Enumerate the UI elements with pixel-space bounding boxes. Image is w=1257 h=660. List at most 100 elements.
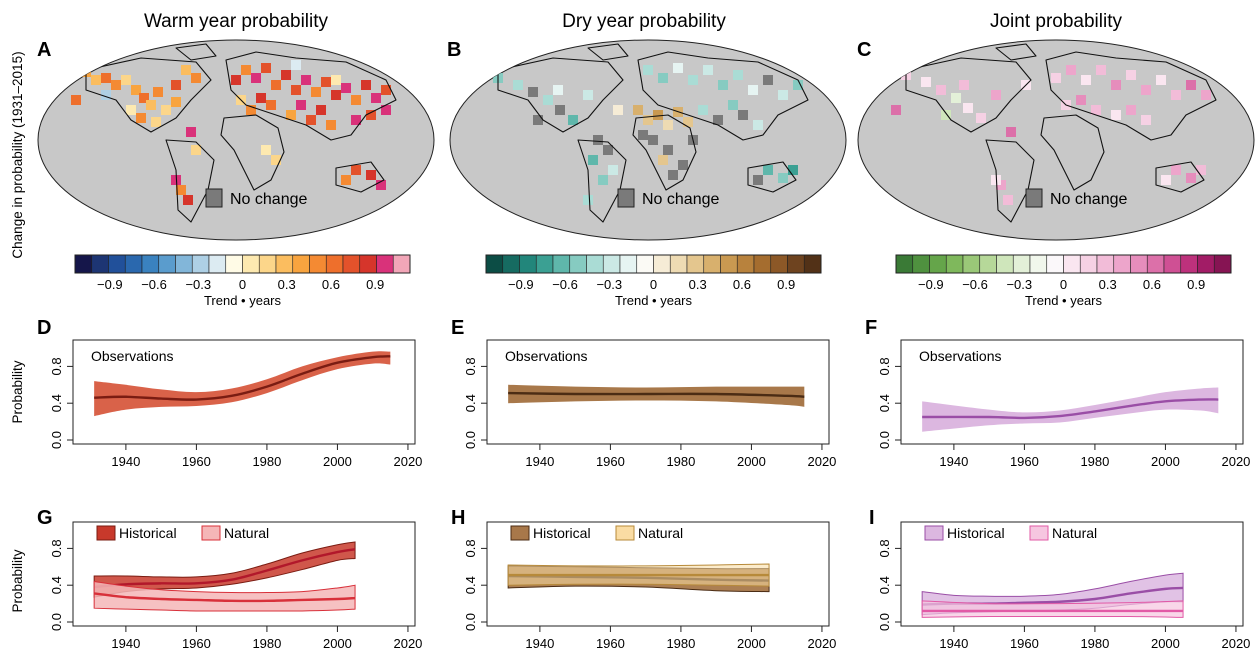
x-tick-label: 2020 — [393, 454, 422, 469]
map-cell — [663, 145, 673, 155]
map-cell — [533, 115, 543, 125]
x-tick-label: 2020 — [393, 636, 422, 651]
map-cell — [1196, 165, 1206, 175]
panel-e: 1940 1960 1980 2000 2020 0.0 0.4 0.8 Observation… — [463, 339, 836, 469]
continent-outline — [85, 57, 212, 133]
map-cell — [296, 100, 306, 110]
colorbar-tick-label: 0.9 — [777, 277, 795, 292]
series-line-observations — [94, 355, 391, 401]
colorbar-tick-label: −0.6 — [141, 277, 167, 292]
map-cell — [131, 85, 141, 95]
colorbar-swatch — [91, 254, 109, 274]
colorbar-swatch — [1029, 254, 1048, 274]
x-tick-label: 2020 — [807, 636, 836, 651]
colorbar-swatch — [1180, 254, 1198, 274]
map-cell — [638, 130, 648, 140]
no-change-label: No change — [642, 191, 719, 208]
no-change-swatch — [1025, 188, 1043, 208]
legend-swatch-natural — [615, 525, 635, 541]
map-content — [493, 43, 809, 223]
y-tick-label: 0.4 — [877, 394, 892, 412]
panel-letter-i: I — [869, 507, 875, 529]
map-cell — [583, 90, 593, 100]
legend-label-natural: Natural — [1052, 525, 1097, 541]
map-cell — [598, 175, 608, 185]
colorbar-swatch — [392, 254, 411, 274]
x-tick-label: 2000 — [323, 454, 352, 469]
legend-swatch-historical — [96, 525, 116, 541]
map-cell — [1141, 85, 1151, 95]
map-cell — [311, 87, 321, 97]
colorbar-swatch — [158, 254, 176, 274]
map-dry: No change — [449, 39, 847, 241]
continent-outline — [632, 114, 697, 191]
continent-outline — [995, 43, 1037, 61]
map-cell — [543, 95, 553, 105]
continent-outline — [1155, 161, 1205, 193]
map-cell — [139, 93, 149, 103]
colorbar-swatch — [619, 254, 638, 274]
map-cell — [101, 73, 111, 83]
colorbar-tick-label: 0 — [1060, 277, 1067, 292]
x-tick-label: 1940 — [939, 454, 968, 469]
colorbar-swatch — [803, 254, 822, 274]
line-panels: 1940 1960 1980 2000 2020 0.0 0.4 0.8 Observation… — [49, 339, 1250, 651]
continent-outline — [1040, 114, 1105, 191]
map-cell — [648, 135, 658, 145]
no-change-swatch — [205, 188, 223, 208]
colorbar-swatch — [242, 254, 260, 274]
colorbar-swatch — [1079, 254, 1098, 274]
panel-g: 1940 1960 1980 2000 2020 0.0 0.4 0.8 Historical N… — [49, 521, 422, 651]
colorbar-tick-label: 0.3 — [689, 277, 707, 292]
colorbar-tick-label: 0.3 — [278, 277, 296, 292]
map-cell — [191, 145, 201, 155]
map-cell — [126, 105, 136, 115]
panel-d: 1940 1960 1980 2000 2020 0.0 0.4 0.8 Observation… — [49, 339, 422, 469]
colorbar-swatch — [552, 254, 571, 274]
y-tick-label: 0.8 — [49, 539, 64, 557]
colorbar-xlabel: Trend • years — [204, 293, 282, 308]
map-cell — [91, 75, 101, 85]
colorbar-swatch — [703, 254, 721, 274]
map-cell — [643, 65, 653, 75]
colorbar-tick-label: 0.6 — [1143, 277, 1161, 292]
map-cell — [351, 115, 361, 125]
colorbar-tick-label: −0.9 — [97, 277, 123, 292]
colorbar-swatch — [1012, 254, 1031, 274]
continent-outline — [225, 51, 397, 141]
colorbar-swatch — [502, 254, 520, 274]
x-tick-label: 1980 — [1080, 636, 1109, 651]
map-cell — [153, 87, 163, 97]
x-tick-label: 1980 — [252, 454, 281, 469]
continent-outline — [1045, 51, 1217, 141]
continent-outline — [587, 43, 629, 61]
colorbar-swatch — [945, 254, 964, 274]
x-tick-label: 1940 — [525, 636, 554, 651]
map-cell — [778, 90, 788, 100]
colorbar-tick-label: 0.3 — [1099, 277, 1117, 292]
colorbar-swatch — [292, 254, 310, 274]
panel-f: 1940 1960 1980 2000 2020 0.0 0.4 0.8 Observation… — [877, 339, 1250, 469]
x-tick-label: 1980 — [1080, 454, 1109, 469]
colorbar-swatch — [275, 254, 294, 274]
map-frame — [857, 39, 1255, 241]
map-cell — [698, 105, 708, 115]
map-cell — [568, 115, 578, 125]
colorbar-swatch — [485, 254, 504, 274]
map-cell — [251, 73, 261, 83]
colorbar-tick-label: −0.6 — [962, 277, 988, 292]
map-cell — [351, 165, 361, 175]
colorbar-swatch — [1046, 254, 1064, 274]
plot-frame — [486, 339, 830, 445]
map-cell — [321, 77, 331, 87]
panel-letter-c: C — [857, 39, 871, 61]
continent-outline — [985, 139, 1035, 223]
x-tick-label: 1940 — [111, 636, 140, 651]
continent-outline — [165, 139, 215, 223]
map-cell — [371, 93, 381, 103]
no-change-label: No change — [230, 191, 307, 208]
colorbar-tick-label: −0.6 — [552, 277, 578, 292]
map-cell — [921, 77, 931, 87]
map-cell — [331, 90, 341, 100]
colorbar-swatch — [602, 254, 621, 274]
